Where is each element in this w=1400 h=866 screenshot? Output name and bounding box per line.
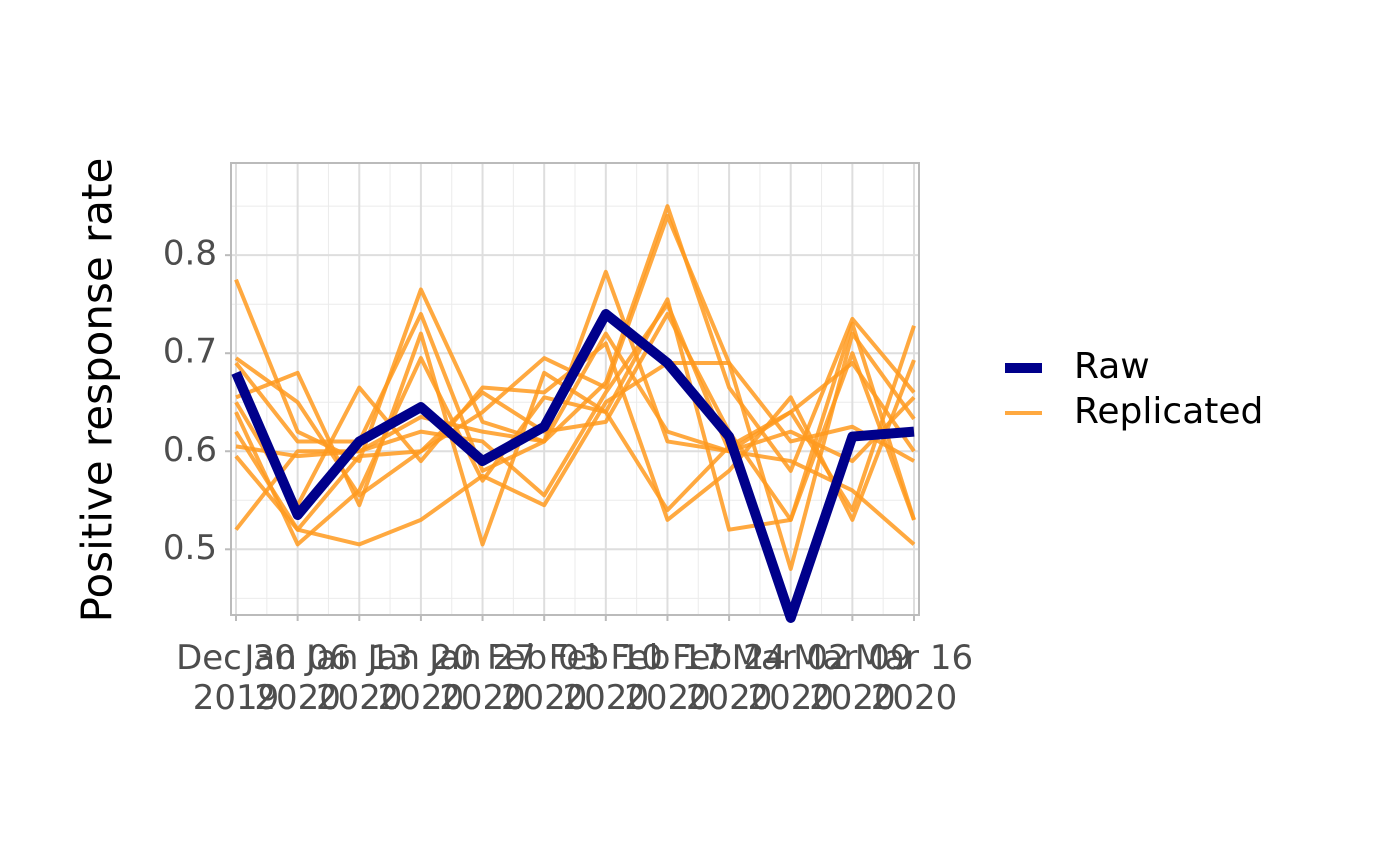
replicate-line	[234, 356, 916, 547]
x-tick-label: Mar 16 2020	[854, 638, 974, 718]
x-tick-label: Feb 10 2020	[548, 638, 663, 718]
replicate-line	[234, 311, 916, 532]
x-tick-label: Jan 13 2020	[306, 638, 413, 718]
legend-label: Replicated	[1074, 391, 1263, 432]
replicate-line	[234, 361, 915, 547]
x-tick-label: Jan 06 2020	[244, 638, 351, 718]
x-tick-label: Feb 24 2020	[671, 638, 787, 718]
x-tick-label: Feb 17 2020	[610, 638, 725, 718]
x-tick-label: Dec 30 2019	[176, 638, 296, 718]
raw-line	[231, 308, 915, 623]
x-tick-label: Feb 03 2020	[487, 638, 602, 718]
y-tick-label: 0.7	[163, 332, 217, 372]
y-tick-label: 0.5	[163, 528, 217, 568]
replicate-line	[234, 269, 916, 513]
plot-border	[230, 162, 920, 616]
x-tick-label: Jan 27 2020	[429, 638, 536, 718]
x-tick-label: Jan 20 2020	[367, 638, 475, 718]
y-tick-label: 0.8	[163, 234, 217, 274]
x-tick-label: Mar 09 2020	[793, 638, 912, 718]
legend-label: Raw	[1074, 346, 1150, 387]
x-tick-label: Mar 02 2020	[731, 638, 850, 718]
y-tick-label: 0.6	[163, 430, 217, 470]
y-axis-title: Positive response rate	[73, 158, 122, 623]
